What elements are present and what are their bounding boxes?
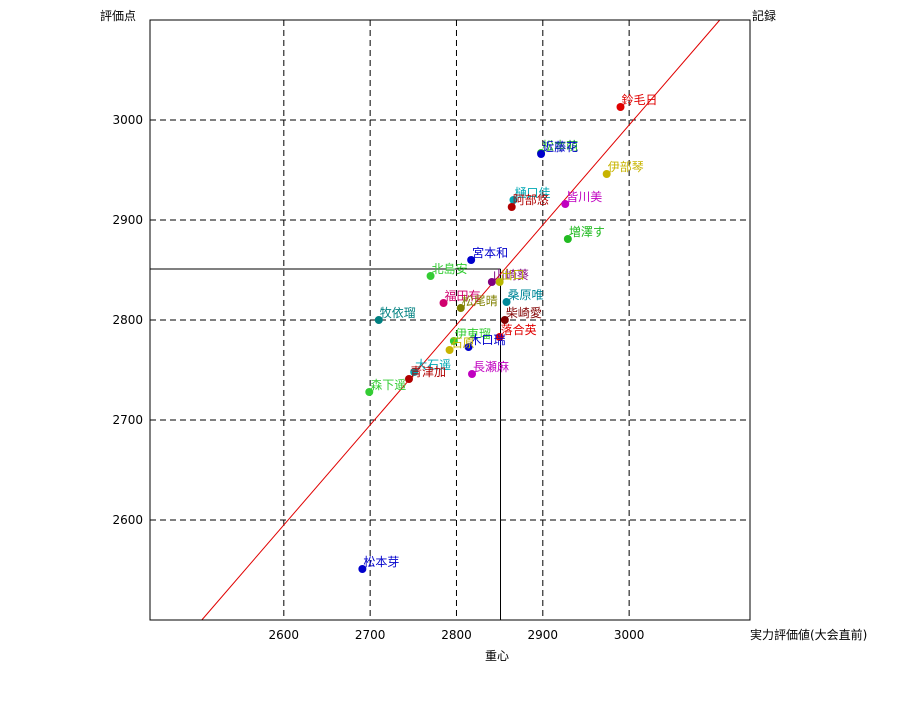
data-point-label: 松本萌 [542, 139, 578, 153]
x-axis-label: 重心 [485, 649, 509, 663]
data-point [495, 333, 504, 341]
data-point [404, 375, 413, 383]
data-point-group: 牧依瑠 [374, 305, 416, 324]
data-point-group: 伊部琴 [602, 159, 644, 178]
data-point-label: 北島安 [432, 261, 468, 276]
top-right-label: 記録 [752, 8, 776, 23]
grid-layer [150, 20, 750, 620]
x-tick-label: 2600 [269, 628, 300, 642]
data-point-label: 柴崎愛 [506, 306, 542, 320]
data-point-label: 鈴毛日 [622, 92, 658, 107]
data-point [561, 200, 570, 208]
data-point [365, 388, 374, 396]
data-point [426, 272, 435, 280]
data-point-group: 木口瑞 [464, 333, 506, 351]
data-point-label: 伊東瑠 [455, 327, 491, 341]
data-point-label: 山崎葵 [493, 268, 529, 282]
data-point [464, 343, 473, 351]
data-point [563, 235, 572, 243]
data-point-label: 宮本和 [472, 245, 508, 260]
data-point [449, 337, 458, 345]
data-point-group: 阿部悠 [507, 192, 549, 211]
data-point-group: 松尾晴 [456, 294, 498, 312]
data-point-label: 福田有 [445, 288, 481, 303]
data-point-group: 落合英 [495, 322, 537, 341]
data-point [467, 256, 476, 264]
data-point-label: 出口 [501, 268, 525, 282]
data-point-label: 近藤花 [542, 139, 578, 154]
data-point-label: 松本芽 [363, 555, 399, 569]
data-point-group: 鈴毛日 [616, 92, 658, 111]
data-point [495, 278, 504, 286]
y-tick-label: 2800 [112, 313, 143, 327]
data-point-label: 石原 [451, 336, 475, 350]
data-point-label: 牧依瑠 [380, 305, 416, 320]
data-point-label: 阿部悠 [513, 192, 549, 207]
data-point [509, 196, 518, 204]
data-point-label: 長瀬麻 [473, 359, 509, 374]
data-point-group: 増澤す [563, 225, 605, 243]
data-point-group: 柴崎愛 [500, 306, 542, 324]
data-point [502, 298, 511, 306]
x-tick-label: 2900 [528, 628, 559, 642]
data-point-group: 伊東瑠 [449, 327, 491, 345]
data-point-label: 桑原唯 [508, 288, 544, 302]
data-point-group: 樋口佳 [509, 185, 550, 204]
data-point [537, 150, 546, 158]
data-point-group: 北島安 [426, 261, 468, 280]
data-point-label: 森下遥 [370, 377, 406, 392]
data-point [410, 368, 419, 376]
y-tick-label: 2600 [112, 513, 143, 527]
x-tick-label: 3000 [614, 628, 645, 642]
data-point-label: 伊部琴 [608, 159, 644, 174]
data-point [500, 316, 509, 324]
x-tick-label: 2700 [355, 628, 386, 642]
data-point-group: 青津加 [404, 365, 446, 383]
plot-frame [149, 19, 751, 621]
data-point [374, 316, 383, 324]
data-point-group: 山崎葵 [487, 268, 529, 286]
data-point-label: 落合英 [501, 322, 537, 337]
data-point-group: 石原 [445, 336, 475, 354]
data-point [358, 565, 367, 573]
data-point-group: 皆川美 [561, 190, 602, 208]
data-point-group: 松本芽 [358, 555, 399, 573]
data-point [439, 299, 448, 307]
ticks-layer: 2600 2700 2800 2900 3000 2600 2700 2800 2900 3000 [112, 113, 644, 642]
y-tick-label: 2700 [112, 413, 143, 427]
reference-line [201, 19, 721, 621]
data-point [445, 346, 454, 354]
y-tick-label: 3000 [112, 113, 143, 127]
data-point-label: 樋口佳 [514, 185, 550, 200]
data-point [487, 278, 496, 286]
data-point-label: 青津加 [410, 365, 446, 379]
data-point-group: 桑原唯 [502, 288, 544, 306]
data-point-label: 木口瑞 [470, 333, 506, 347]
centroid-layer [150, 268, 502, 620]
data-point-label: 増澤す [569, 225, 605, 239]
reference-line-layer [201, 19, 721, 621]
x-tick-label: 2800 [441, 628, 472, 642]
data-point [507, 203, 516, 211]
data-point-label: 皆川美 [566, 190, 602, 204]
data-point-group: 大石遥 [410, 358, 451, 376]
data-point-group: 宮本和 [467, 245, 508, 264]
x-axis-title: 実力評価値(大会直前) [750, 627, 867, 642]
data-point-group: 出口 [495, 268, 525, 286]
data-point-group: 近藤花 [537, 139, 578, 158]
data-point [468, 370, 477, 378]
data-point-group: 森下遥 [365, 377, 406, 396]
data-point-group: 福田有 [439, 288, 481, 307]
data-point-group: 長瀬麻 [468, 359, 509, 378]
data-point-label: 大石遥 [415, 358, 451, 372]
data-point-label: 松尾晴 [462, 294, 498, 308]
data-point [616, 103, 625, 111]
y-axis-title: 評価点 [100, 8, 136, 23]
y-tick-label: 2900 [112, 213, 143, 227]
data-point [456, 304, 465, 312]
data-point [602, 170, 611, 178]
